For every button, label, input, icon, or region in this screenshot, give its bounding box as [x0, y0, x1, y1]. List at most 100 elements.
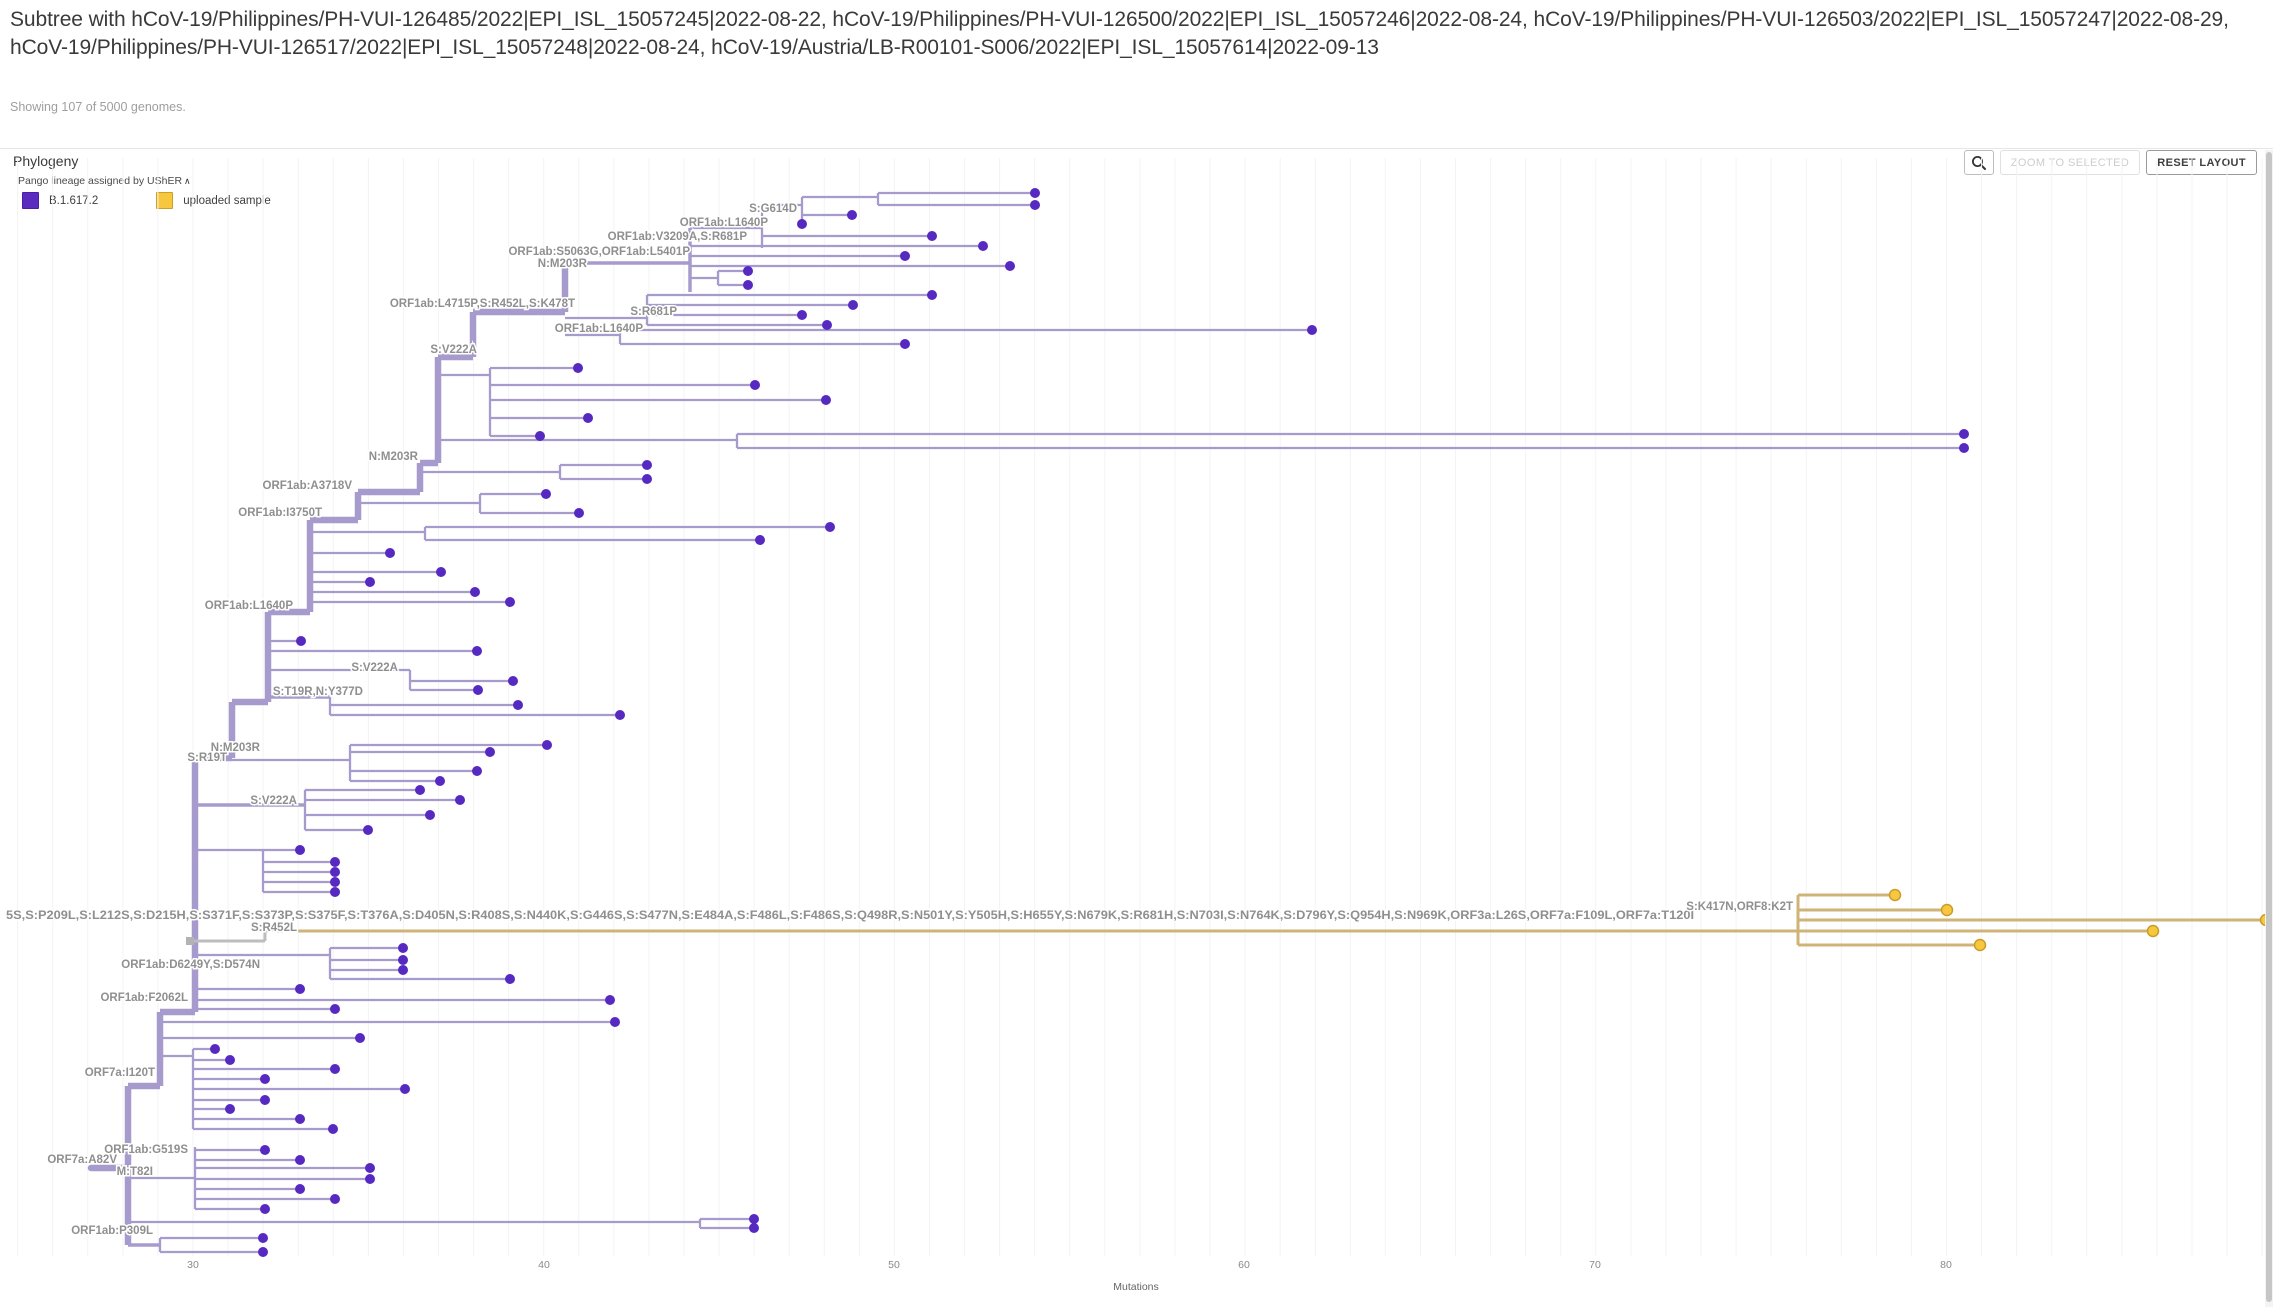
tip-node[interactable]: [330, 1064, 340, 1074]
tip-node[interactable]: [260, 1145, 270, 1155]
tip-node[interactable]: [615, 710, 625, 720]
vertical-scrollbar[interactable]: [2265, 150, 2273, 1307]
tip-node[interactable]: [210, 1044, 220, 1054]
tip-node[interactable]: [505, 597, 515, 607]
tip-node[interactable]: [258, 1233, 268, 1243]
tip-node[interactable]: [900, 251, 910, 261]
tip-node[interactable]: [415, 785, 425, 795]
tip-node[interactable]: [365, 1163, 375, 1173]
mutation-label: N:M203R: [538, 258, 588, 270]
uploaded-sample-color-swatch: [156, 192, 174, 209]
tip-node[interactable]: [825, 522, 835, 532]
tip-node[interactable]: [398, 955, 408, 965]
tip-node[interactable]: [1030, 188, 1040, 198]
reset-layout-button[interactable]: RESET LAYOUT: [2146, 150, 2257, 175]
tip-node[interactable]: [508, 676, 518, 686]
zoom-to-selected-button[interactable]: ZOOM TO SELECTED: [1999, 150, 2141, 175]
tip-node[interactable]: [505, 974, 515, 984]
tip-node[interactable]: [847, 210, 857, 220]
tip-node[interactable]: [1959, 443, 1969, 453]
uploaded-sample-node[interactable]: [1973, 938, 1987, 952]
tip-node[interactable]: [295, 1114, 305, 1124]
tip-node[interactable]: [610, 1017, 620, 1027]
tip-node[interactable]: [258, 1247, 268, 1257]
tip-node[interactable]: [535, 431, 545, 441]
tip-node[interactable]: [435, 776, 445, 786]
tip-node[interactable]: [927, 290, 937, 300]
tip-node[interactable]: [749, 1214, 759, 1224]
tip-node[interactable]: [295, 1155, 305, 1165]
tip-node[interactable]: [743, 266, 753, 276]
uploaded-sample-node[interactable]: [1888, 888, 1902, 902]
tip-node[interactable]: [330, 887, 340, 897]
selected-internal-node[interactable]: [186, 937, 194, 945]
mutation-label: S:R452L: [251, 922, 297, 934]
tip-node[interactable]: [583, 413, 593, 423]
tip-node[interactable]: [642, 474, 652, 484]
mutation-label: ORF1ab:L1640P: [555, 323, 644, 335]
tip-node[interactable]: [978, 241, 988, 251]
tip-node[interactable]: [750, 380, 760, 390]
tip-node[interactable]: [470, 587, 480, 597]
tip-node[interactable]: [848, 300, 858, 310]
tip-node[interactable]: [472, 766, 482, 776]
tip-node[interactable]: [225, 1104, 235, 1114]
tip-node[interactable]: [927, 231, 937, 241]
tip-node[interactable]: [260, 1204, 270, 1214]
tip-node[interactable]: [455, 795, 465, 805]
search-zoom-button[interactable]: [1963, 150, 1994, 175]
tip-node[interactable]: [295, 845, 305, 855]
tip-node[interactable]: [363, 825, 373, 835]
tip-node[interactable]: [296, 636, 306, 646]
tip-node[interactable]: [365, 577, 375, 587]
tip-node[interactable]: [1307, 325, 1317, 335]
tip-node[interactable]: [797, 219, 807, 229]
tip-node[interactable]: [1005, 261, 1015, 271]
tip-node[interactable]: [743, 280, 753, 290]
tip-node[interactable]: [398, 965, 408, 975]
tip-node[interactable]: [1959, 429, 1969, 439]
tip-node[interactable]: [574, 508, 584, 518]
tip-node[interactable]: [822, 320, 832, 330]
tip-node[interactable]: [385, 548, 395, 558]
tip-node[interactable]: [541, 489, 551, 499]
tip-node[interactable]: [821, 395, 831, 405]
tip-node[interactable]: [260, 1074, 270, 1084]
tip-node[interactable]: [485, 747, 495, 757]
tip-node[interactable]: [436, 567, 446, 577]
tip-node[interactable]: [573, 363, 583, 373]
tip-node[interactable]: [330, 1194, 340, 1204]
uploaded-sample-node[interactable]: [2146, 924, 2160, 938]
tip-node[interactable]: [755, 535, 765, 545]
tip-node[interactable]: [797, 310, 807, 320]
tip-node[interactable]: [472, 646, 482, 656]
tip-node[interactable]: [605, 995, 615, 1005]
tip-node[interactable]: [542, 740, 552, 750]
tip-node[interactable]: [328, 1124, 338, 1134]
tip-node[interactable]: [425, 810, 435, 820]
tip-node[interactable]: [398, 943, 408, 953]
mutation-label: S:G614D: [749, 203, 797, 215]
tip-node[interactable]: [330, 857, 340, 867]
tip-node[interactable]: [1030, 200, 1040, 210]
tip-node[interactable]: [642, 460, 652, 470]
colorby-label[interactable]: Pango lineage assigned by UShER ∧: [18, 175, 191, 187]
tip-node[interactable]: [365, 1174, 375, 1184]
tip-node[interactable]: [749, 1223, 759, 1233]
tip-node[interactable]: [330, 867, 340, 877]
tip-node[interactable]: [225, 1055, 235, 1065]
tip-node[interactable]: [330, 877, 340, 887]
tip-node[interactable]: [295, 1184, 305, 1194]
tip-node[interactable]: [260, 1095, 270, 1105]
uploaded-sample-node[interactable]: [1940, 903, 1954, 917]
chevron-up-icon[interactable]: ∧: [184, 176, 191, 186]
tip-node[interactable]: [473, 685, 483, 695]
scrollbar-thumb[interactable]: [2266, 152, 2272, 1302]
tip-node[interactable]: [330, 1004, 340, 1014]
tip-node[interactable]: [900, 339, 910, 349]
tip-node[interactable]: [513, 700, 523, 710]
tip-node[interactable]: [400, 1084, 410, 1094]
tip-node[interactable]: [295, 984, 305, 994]
tip-node[interactable]: [355, 1033, 365, 1043]
